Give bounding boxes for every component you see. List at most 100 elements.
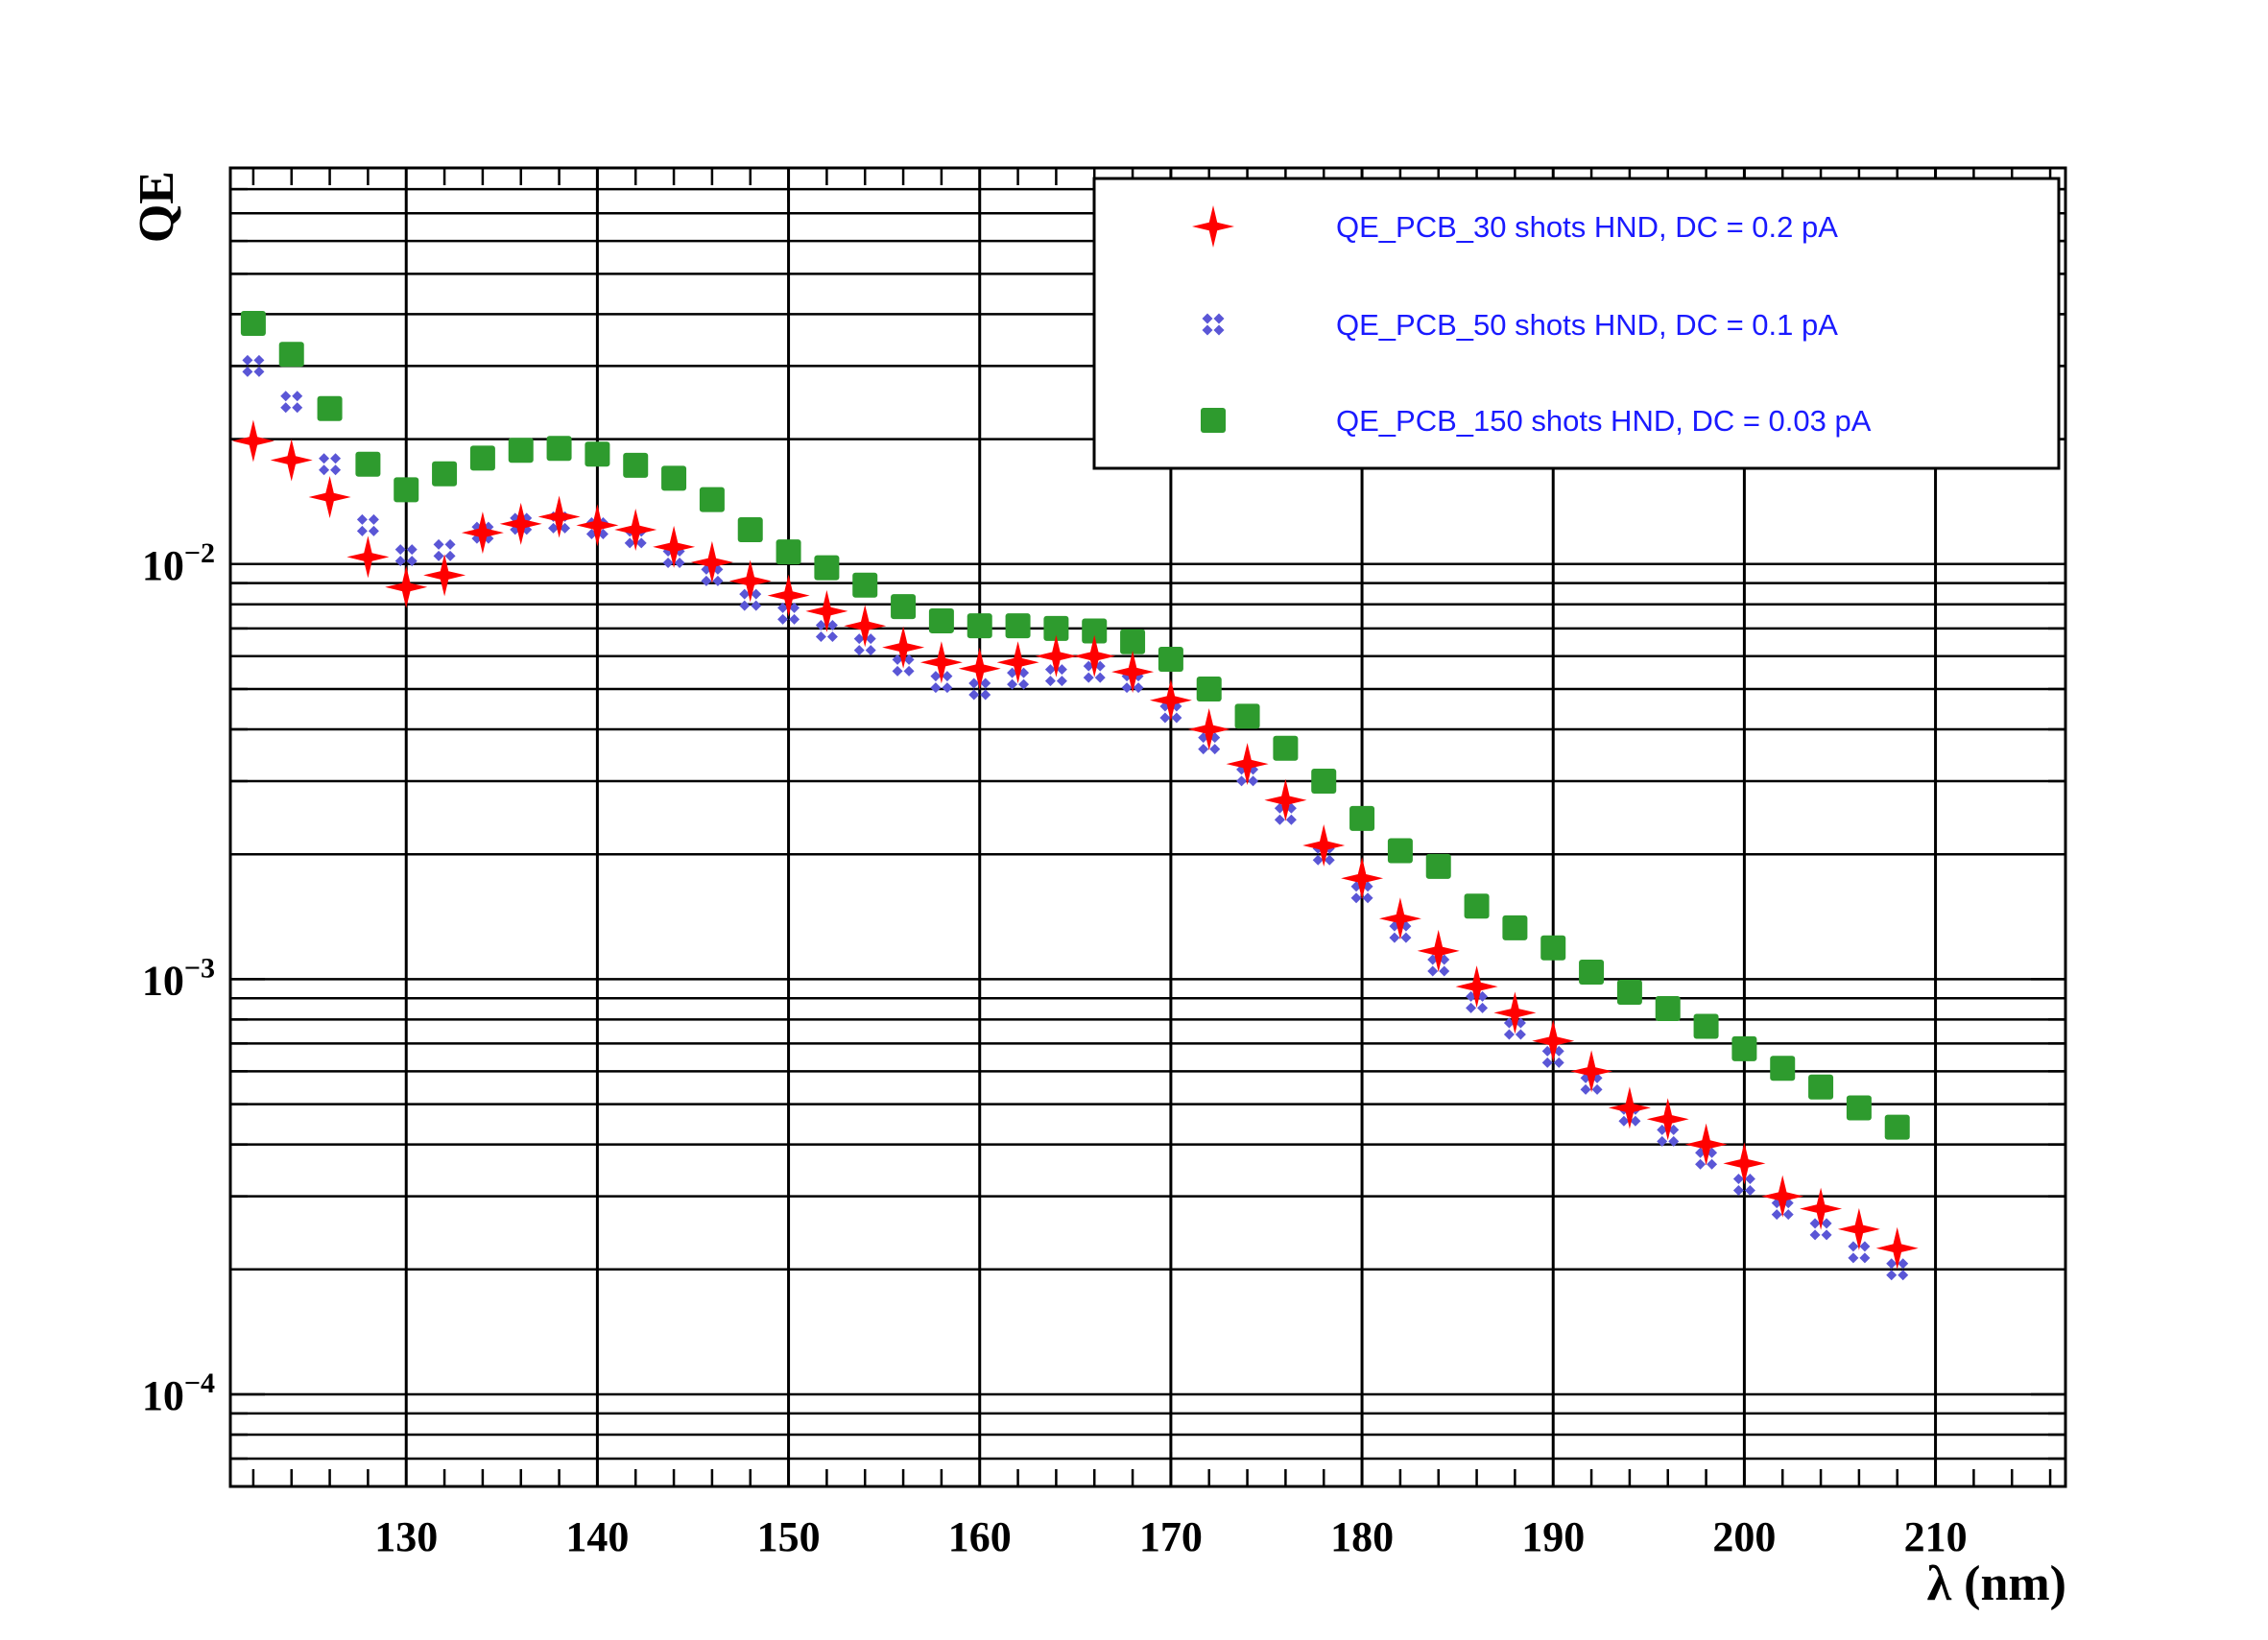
data-point-cross bbox=[394, 544, 418, 567]
data-point-star bbox=[270, 439, 313, 482]
plot-frame bbox=[228, 166, 2067, 1488]
data-point-cross bbox=[1083, 660, 1106, 683]
data-point-star bbox=[844, 605, 887, 648]
data-point-square bbox=[317, 395, 343, 421]
data-point-star bbox=[1302, 824, 1346, 867]
data-point-star bbox=[1035, 634, 1078, 677]
axes: 130 140 150 160 170 180 190 200 210 10−4 10−3 10−2 bbox=[142, 166, 2067, 1560]
data-point-cross bbox=[433, 538, 456, 561]
data-point-square bbox=[1311, 769, 1337, 795]
data-point-square bbox=[1808, 1074, 1834, 1100]
data-point-cross bbox=[1427, 954, 1450, 977]
data-point-square bbox=[432, 461, 458, 487]
data-point-star bbox=[537, 495, 581, 538]
data-point-star bbox=[1875, 1226, 1919, 1270]
data-point-cross bbox=[1580, 1072, 1603, 1095]
data-point-square bbox=[1655, 995, 1681, 1021]
data-point-cross bbox=[1848, 1241, 1871, 1264]
data-point-star bbox=[1073, 634, 1116, 677]
data-point-star bbox=[728, 559, 772, 603]
data-point-star bbox=[1341, 857, 1384, 900]
data-point-star bbox=[996, 641, 1039, 684]
data-point-star bbox=[1532, 1019, 1575, 1062]
legend-marker-square bbox=[1201, 408, 1226, 433]
data-point-cross bbox=[777, 602, 800, 625]
data-point-star bbox=[1417, 929, 1460, 972]
x-tick-label: 140 bbox=[565, 1513, 629, 1560]
data-point-star bbox=[1226, 743, 1269, 786]
legend-marker-star bbox=[1192, 205, 1234, 248]
data-point-star bbox=[576, 504, 619, 547]
data-point-star bbox=[1187, 708, 1230, 750]
data-point-square bbox=[278, 342, 304, 368]
data-point-star bbox=[308, 476, 351, 518]
data-point-star bbox=[461, 511, 504, 555]
data-point-star bbox=[1837, 1207, 1880, 1250]
data-point-square bbox=[1387, 838, 1413, 864]
data-point-cross bbox=[242, 354, 265, 377]
data-point-star bbox=[958, 647, 1001, 690]
data-point-star bbox=[231, 419, 275, 463]
data-point-star bbox=[1800, 1187, 1843, 1230]
data-point-square bbox=[967, 613, 992, 639]
data-point-square bbox=[1005, 613, 1031, 639]
data-point-square bbox=[1884, 1114, 1910, 1140]
data-point-square bbox=[1846, 1095, 1872, 1121]
data-point-square bbox=[585, 441, 610, 467]
data-point-square bbox=[355, 451, 381, 477]
x-tick-label: 160 bbox=[948, 1513, 1012, 1560]
data-point-cross bbox=[1886, 1258, 1909, 1281]
data-point-star bbox=[1493, 991, 1537, 1034]
legend-entry-label: QE_PCB_150 shots HND, DC = 0.03 pA bbox=[1336, 404, 1872, 438]
data-point-star bbox=[1608, 1086, 1651, 1129]
data-point-square bbox=[1043, 615, 1069, 641]
data-point-star bbox=[1761, 1175, 1804, 1218]
data-point-star bbox=[1723, 1142, 1766, 1185]
y-tick-label: 10−3 bbox=[142, 952, 215, 1004]
data-point-square bbox=[699, 487, 725, 512]
data-point-square bbox=[1234, 703, 1260, 729]
data-point-star bbox=[1264, 778, 1307, 821]
data-point-star bbox=[919, 641, 963, 684]
y-axis-label: QE bbox=[130, 171, 184, 243]
data-point-star bbox=[1111, 651, 1155, 694]
data-point-cross bbox=[280, 391, 303, 414]
data-point-square bbox=[508, 438, 534, 463]
data-point-cross bbox=[892, 654, 915, 677]
data-point-cross bbox=[1732, 1173, 1755, 1196]
data-point-cross bbox=[356, 513, 379, 536]
data-point-square bbox=[1349, 805, 1375, 831]
legend-entry-label: QE_PCB_50 shots HND, DC = 0.1 pA bbox=[1336, 308, 1838, 342]
x-tick-label: 150 bbox=[757, 1513, 821, 1560]
x-tick-label: 210 bbox=[1904, 1513, 1968, 1560]
data-point-square bbox=[1616, 980, 1642, 1006]
data-point-square bbox=[852, 572, 878, 598]
data-point-square bbox=[1502, 915, 1528, 940]
y-tick-label: 10−2 bbox=[142, 537, 215, 589]
data-point-square bbox=[1540, 935, 1566, 961]
data-point-square bbox=[1731, 1035, 1757, 1061]
data-point-square bbox=[1120, 629, 1146, 654]
data-point-square bbox=[1082, 618, 1108, 644]
legend-marker-cross bbox=[1202, 313, 1225, 336]
data-point-cross bbox=[930, 671, 953, 694]
data-point-square bbox=[1425, 853, 1451, 879]
data-point-cross bbox=[1044, 664, 1067, 687]
data-point-cross bbox=[1695, 1147, 1718, 1170]
data-point-cross bbox=[1809, 1218, 1832, 1241]
data-point-star bbox=[499, 502, 542, 545]
data-point-cross bbox=[968, 677, 991, 701]
data-point-square bbox=[928, 607, 954, 633]
x-tick-label: 130 bbox=[374, 1513, 438, 1560]
data-point-star bbox=[1378, 897, 1421, 940]
data-point-star bbox=[690, 540, 733, 583]
data-point-square bbox=[240, 310, 266, 336]
data-point-star bbox=[614, 509, 657, 551]
data-point-star bbox=[1455, 965, 1498, 1009]
x-tick-label: 200 bbox=[1712, 1513, 1776, 1560]
data-point-square bbox=[469, 445, 495, 471]
data-point-cross bbox=[1541, 1045, 1564, 1068]
data-point-star bbox=[882, 626, 925, 669]
data-point-cross bbox=[739, 588, 762, 611]
